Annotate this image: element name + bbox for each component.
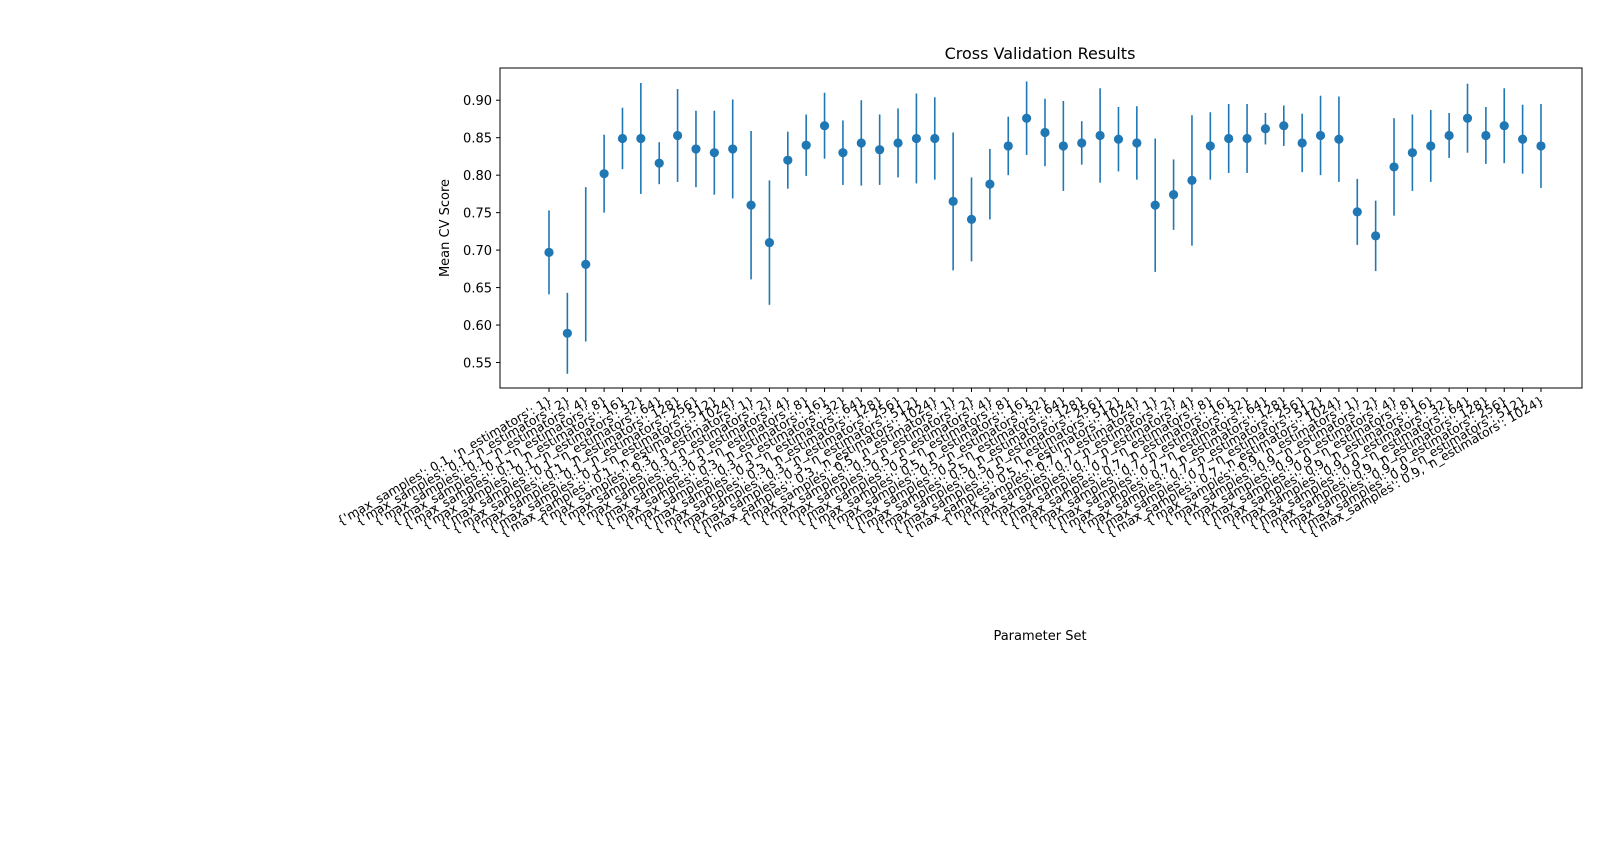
axes-frame: [499, 67, 1583, 389]
data-point: [1371, 231, 1381, 241]
data-point: [1407, 148, 1417, 158]
data-point: [1003, 141, 1013, 151]
data-point: [1022, 113, 1032, 123]
data-point: [1352, 207, 1362, 217]
data-point: [783, 155, 793, 165]
y-tick-label: 0.70: [463, 244, 492, 259]
data-point: [966, 214, 977, 224]
data-point: [1499, 121, 1509, 131]
x-axis-label: Parameter Set: [993, 629, 1086, 644]
data-point: [1389, 162, 1399, 172]
y-tick-label: 0.75: [463, 207, 492, 222]
data-point: [838, 148, 848, 158]
y-tick-label: 0.85: [463, 132, 492, 147]
data-point: [709, 148, 719, 158]
data-point: [875, 145, 885, 155]
data-point: [672, 130, 683, 141]
y-tick-label: 0.80: [463, 169, 492, 184]
y-axis-label: Mean CV Score: [438, 179, 453, 277]
data-point: [1518, 134, 1528, 144]
data-point: [1113, 134, 1124, 144]
data-point: [1536, 141, 1546, 151]
data-point: [1481, 130, 1491, 141]
data-point: [856, 138, 866, 148]
data-point: [1297, 138, 1307, 148]
data-point: [1334, 134, 1344, 144]
data-point: [1187, 175, 1197, 186]
y-tick-label: 0.60: [463, 319, 492, 334]
x-axis: {'max_samples': 0.1, 'n_estimators': 1}{…: [334, 388, 1546, 540]
data-point: [930, 133, 940, 144]
data-point: [1058, 141, 1068, 151]
data-point: [893, 138, 903, 148]
data-point: [1150, 200, 1160, 210]
data-point: [764, 238, 775, 248]
data-point: [599, 169, 609, 179]
data-point: [1462, 113, 1473, 123]
data-point: [617, 133, 628, 144]
data-point: [1077, 138, 1087, 148]
data-point: [948, 196, 958, 206]
data-point: [544, 247, 554, 257]
data-point: [1426, 141, 1436, 151]
data-point: [654, 158, 664, 168]
data-point: [911, 133, 922, 144]
data-point: [985, 179, 995, 189]
y-tick-label: 0.65: [463, 282, 492, 297]
data-point: [1205, 141, 1215, 151]
data-point: [1260, 124, 1271, 134]
data-point: [691, 144, 701, 154]
data-point: [1168, 190, 1179, 200]
data-point: [1315, 130, 1326, 141]
data-point: [1224, 133, 1234, 144]
data-point: [636, 133, 646, 144]
data-point: [746, 200, 756, 210]
data-point: [1279, 121, 1289, 131]
data-point: [581, 259, 591, 269]
data-point: [1040, 127, 1050, 138]
plot-area: [544, 81, 1546, 374]
y-axis: 0.55 0.60 0.65 0.70 0.75 0.80 0.85 0.90: [463, 94, 500, 372]
data-point: [1444, 130, 1454, 141]
data-point: [562, 328, 572, 338]
data-point: [728, 144, 738, 154]
y-tick-label: 0.55: [463, 357, 492, 372]
data-point: [1242, 133, 1252, 144]
chart-title: Cross Validation Results: [945, 44, 1136, 63]
data-point: [1095, 130, 1105, 141]
data-point: [1132, 138, 1142, 148]
y-tick-label: 0.90: [463, 94, 492, 109]
data-point: [819, 121, 830, 131]
data-point: [801, 140, 811, 150]
